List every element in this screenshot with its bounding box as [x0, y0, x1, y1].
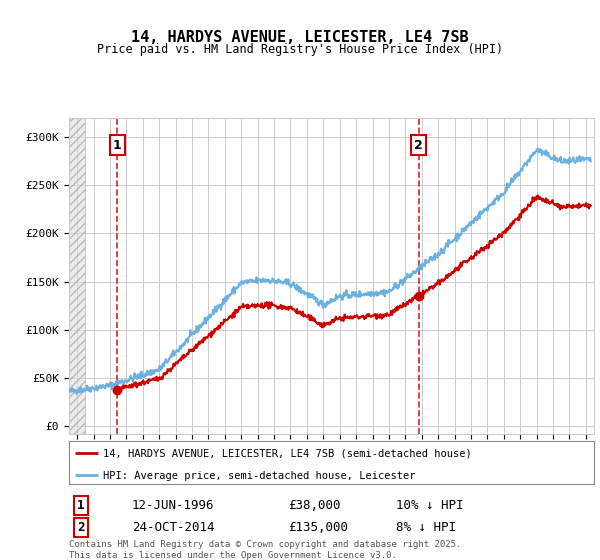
Text: 14, HARDYS AVENUE, LEICESTER, LE4 7SB (semi-detached house): 14, HARDYS AVENUE, LEICESTER, LE4 7SB (s…: [103, 449, 472, 459]
Text: Contains HM Land Registry data © Crown copyright and database right 2025.
This d: Contains HM Land Registry data © Crown c…: [69, 540, 461, 559]
Text: 10% ↓ HPI: 10% ↓ HPI: [396, 499, 464, 512]
Text: 12-JUN-1996: 12-JUN-1996: [132, 499, 215, 512]
Text: 2: 2: [77, 521, 85, 534]
Text: Price paid vs. HM Land Registry's House Price Index (HPI): Price paid vs. HM Land Registry's House …: [97, 43, 503, 56]
Text: 1: 1: [77, 499, 85, 512]
Text: 8% ↓ HPI: 8% ↓ HPI: [396, 521, 456, 534]
Text: 14, HARDYS AVENUE, LEICESTER, LE4 7SB: 14, HARDYS AVENUE, LEICESTER, LE4 7SB: [131, 30, 469, 45]
Text: £135,000: £135,000: [288, 521, 348, 534]
Text: HPI: Average price, semi-detached house, Leicester: HPI: Average price, semi-detached house,…: [103, 470, 416, 480]
Text: 1: 1: [113, 139, 122, 152]
Text: £38,000: £38,000: [288, 499, 341, 512]
Text: 2: 2: [414, 139, 423, 152]
Text: 24-OCT-2014: 24-OCT-2014: [132, 521, 215, 534]
Bar: [69, 118, 85, 434]
